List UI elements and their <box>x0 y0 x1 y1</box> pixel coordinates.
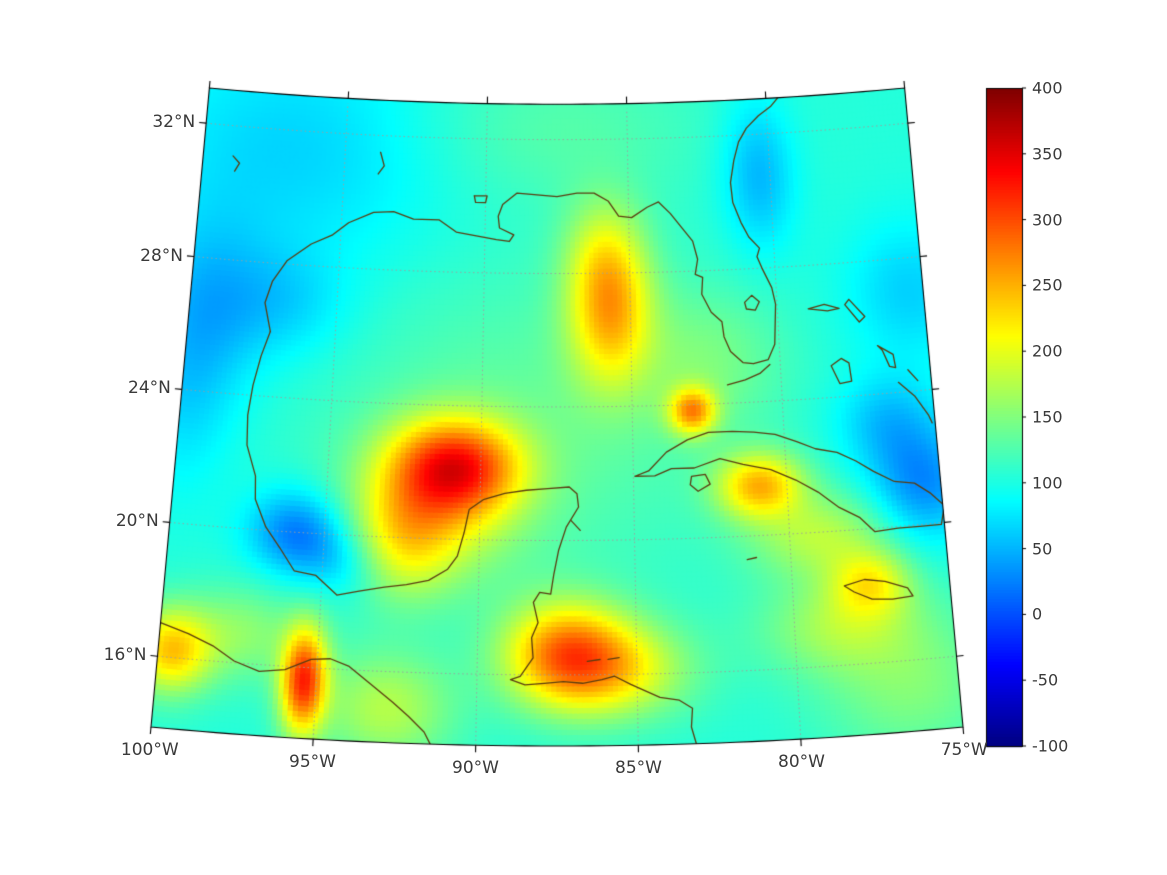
map-canvas <box>0 0 1167 875</box>
figure: 100°W 95°W 90°W 85°W 80°W 75°W 32°N 28°N 24°N 20°… <box>0 0 1167 875</box>
